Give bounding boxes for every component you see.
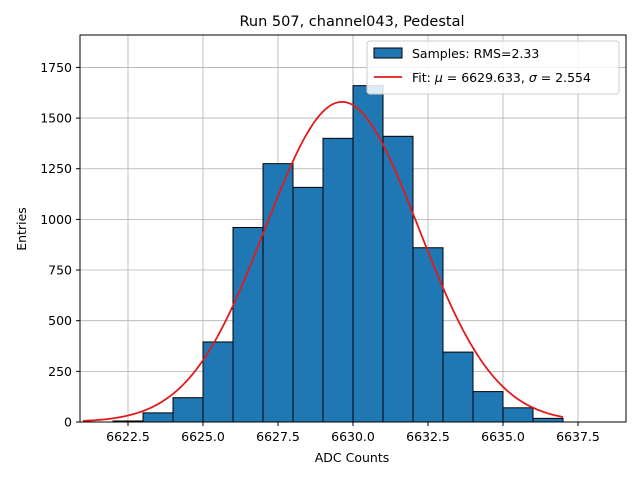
legend-fit-sigma-symbol: σ <box>529 70 538 85</box>
histogram-bar <box>382 135 414 423</box>
histogram-bar <box>472 391 504 423</box>
y-axis-ticks: 0 250 500 750 1000 1250 1500 1750 <box>40 60 80 430</box>
histogram-bar <box>232 226 264 423</box>
legend-box <box>366 40 620 95</box>
y-tick-label: 0 <box>64 415 72 430</box>
legend-label-fit: Fit: μ = 6629.633, σ = 2.554 <box>412 70 591 85</box>
legend-label-samples: Samples: RMS=2.33 <box>412 46 539 61</box>
y-tick-label: 500 <box>48 313 72 328</box>
x-tick-label: 6632.5 <box>406 429 450 444</box>
histogram-bar <box>142 412 174 423</box>
y-tick-label: 1000 <box>40 212 72 227</box>
histogram-bar <box>442 351 474 423</box>
fit-curve <box>82 100 564 422</box>
legend: Samples: RMS=2.33 Fit: μ = 6629.633, σ =… <box>366 40 620 95</box>
legend-swatch-samples <box>373 47 403 59</box>
fit-curve-group <box>82 100 564 422</box>
legend-fit-mu-value: = 6629.633, <box>443 70 529 85</box>
histogram-bar <box>412 247 444 423</box>
legend-fit-sigma-value: = 2.554 <box>537 70 591 85</box>
legend-fit-prefix: Fit: <box>412 70 435 85</box>
y-tick-label: 1500 <box>40 111 72 126</box>
y-tick-label: 250 <box>48 364 72 379</box>
histogram-bar <box>262 163 294 423</box>
x-axis-label: ADC Counts <box>315 450 390 465</box>
y-tick-label: 750 <box>48 263 72 278</box>
y-tick-label: 1250 <box>40 161 72 176</box>
x-axis-ticks: 6622.5 6625.0 6627.5 6630.0 6632.5 6635.0 6637… <box>106 422 600 444</box>
x-tick-label: 6625.0 <box>181 429 225 444</box>
histogram-bars <box>112 85 564 423</box>
x-tick-label: 6637.5 <box>556 429 600 444</box>
histogram-bar <box>532 417 564 423</box>
x-tick-label: 6627.5 <box>256 429 300 444</box>
histogram-bar <box>322 137 354 423</box>
y-tick-label: 1750 <box>40 60 72 75</box>
histogram-bar <box>292 186 324 423</box>
y-axis-label: Entries <box>14 207 29 251</box>
histogram-bar <box>502 407 534 423</box>
legend-fit-mu-symbol: μ <box>434 70 443 85</box>
histogram-bar <box>352 85 384 423</box>
histogram-bar <box>172 397 204 423</box>
x-tick-label: 6622.5 <box>106 429 150 444</box>
x-tick-label: 6635.0 <box>481 429 525 444</box>
histogram-bar <box>202 341 234 423</box>
chart-title: Run 507, channel043, Pedestal <box>239 14 464 30</box>
x-tick-label: 6630.0 <box>331 429 375 444</box>
